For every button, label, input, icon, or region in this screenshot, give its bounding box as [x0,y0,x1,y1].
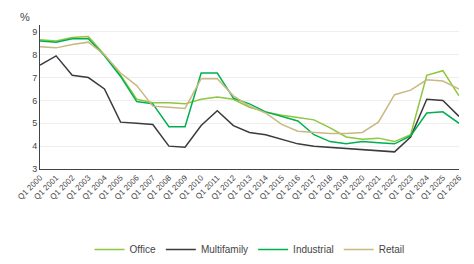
svg-text:Q1 2022: Q1 2022 [371,173,399,201]
svg-text:6: 6 [32,96,37,106]
svg-text:Q1 2024: Q1 2024 [403,173,431,201]
svg-text:Industrial: Industrial [293,244,334,255]
svg-text:Q1 2011: Q1 2011 [194,173,222,201]
svg-text:Q1 2025: Q1 2025 [419,173,447,201]
svg-text:Q1 2020: Q1 2020 [338,173,366,201]
svg-text:7: 7 [32,73,37,83]
svg-text:Q1 2006: Q1 2006 [113,173,141,201]
svg-text:Q1 2003: Q1 2003 [65,173,93,201]
svg-text:%: % [20,11,30,23]
svg-text:Q1 2026: Q1 2026 [435,173,463,201]
svg-text:Q1 2000: Q1 2000 [16,173,44,201]
svg-text:Q1 2014: Q1 2014 [242,173,270,201]
svg-text:9: 9 [32,27,37,37]
svg-text:Q1 2021: Q1 2021 [355,173,383,201]
svg-text:5: 5 [32,118,37,128]
svg-text:Q1 2018: Q1 2018 [306,173,334,201]
svg-text:Q1 2002: Q1 2002 [48,173,76,201]
svg-text:3: 3 [32,164,37,174]
svg-text:4: 4 [32,141,37,151]
svg-text:Q1 2017: Q1 2017 [290,173,318,201]
svg-text:Q1 2019: Q1 2019 [322,173,350,201]
svg-text:Retail: Retail [379,244,405,255]
svg-text:Q1 2005: Q1 2005 [97,173,125,201]
svg-text:Q1 2004: Q1 2004 [81,173,109,201]
svg-text:Q1 2009: Q1 2009 [161,173,189,201]
svg-text:Multifamily: Multifamily [201,244,248,255]
svg-text:Q1 2015: Q1 2015 [258,173,286,201]
svg-text:Q1 2016: Q1 2016 [274,173,302,201]
svg-text:Office: Office [130,244,156,255]
svg-text:8: 8 [32,50,37,60]
svg-text:Q1 2023: Q1 2023 [387,173,415,201]
svg-text:Q1 2013: Q1 2013 [226,173,254,201]
svg-text:Q1 2012: Q1 2012 [210,173,238,201]
svg-text:Q1 2001: Q1 2001 [32,173,60,201]
svg-text:Q1 2008: Q1 2008 [145,173,173,201]
svg-text:Q1 2007: Q1 2007 [129,173,157,201]
svg-text:Q1 2010: Q1 2010 [177,173,205,201]
